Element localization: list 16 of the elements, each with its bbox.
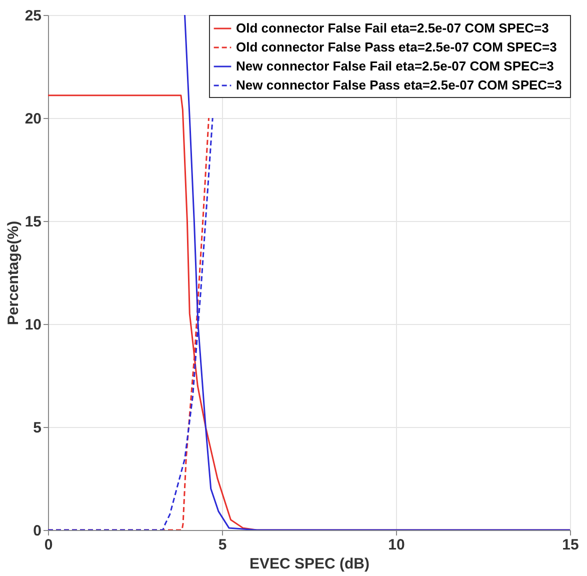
y-tick-label: 5 [33, 420, 42, 436]
y-axis-title: Percentage(%) [4, 220, 22, 326]
x-axis-title: EVEC SPEC (dB) [249, 556, 370, 572]
y-tick-label: 10 [24, 316, 42, 334]
y-tick-label: 20 [24, 110, 42, 128]
x-tick-label: 15 [562, 536, 579, 554]
y-tick-label: 15 [24, 214, 42, 230]
x-tick-label: 0 [44, 536, 53, 554]
y-tick-label: 25 [24, 8, 42, 24]
y-tick-label: 0 [33, 522, 42, 540]
x-tick-label: 10 [388, 536, 405, 554]
legend-label: New connector False Fail eta=2.5e-07 COM SPEC=3 [236, 58, 554, 74]
x-tick-label: 5 [218, 536, 227, 554]
legend-label: New connector False Pass eta=2.5e-07 COM SPEC=3 [236, 78, 562, 92]
legend-label: Old connector False Pass eta=2.5e-07 COM SPEC=3 [236, 40, 557, 54]
legend-label: Old connector False Fail eta=2.5e-07 COM SPEC=3 [236, 20, 549, 36]
